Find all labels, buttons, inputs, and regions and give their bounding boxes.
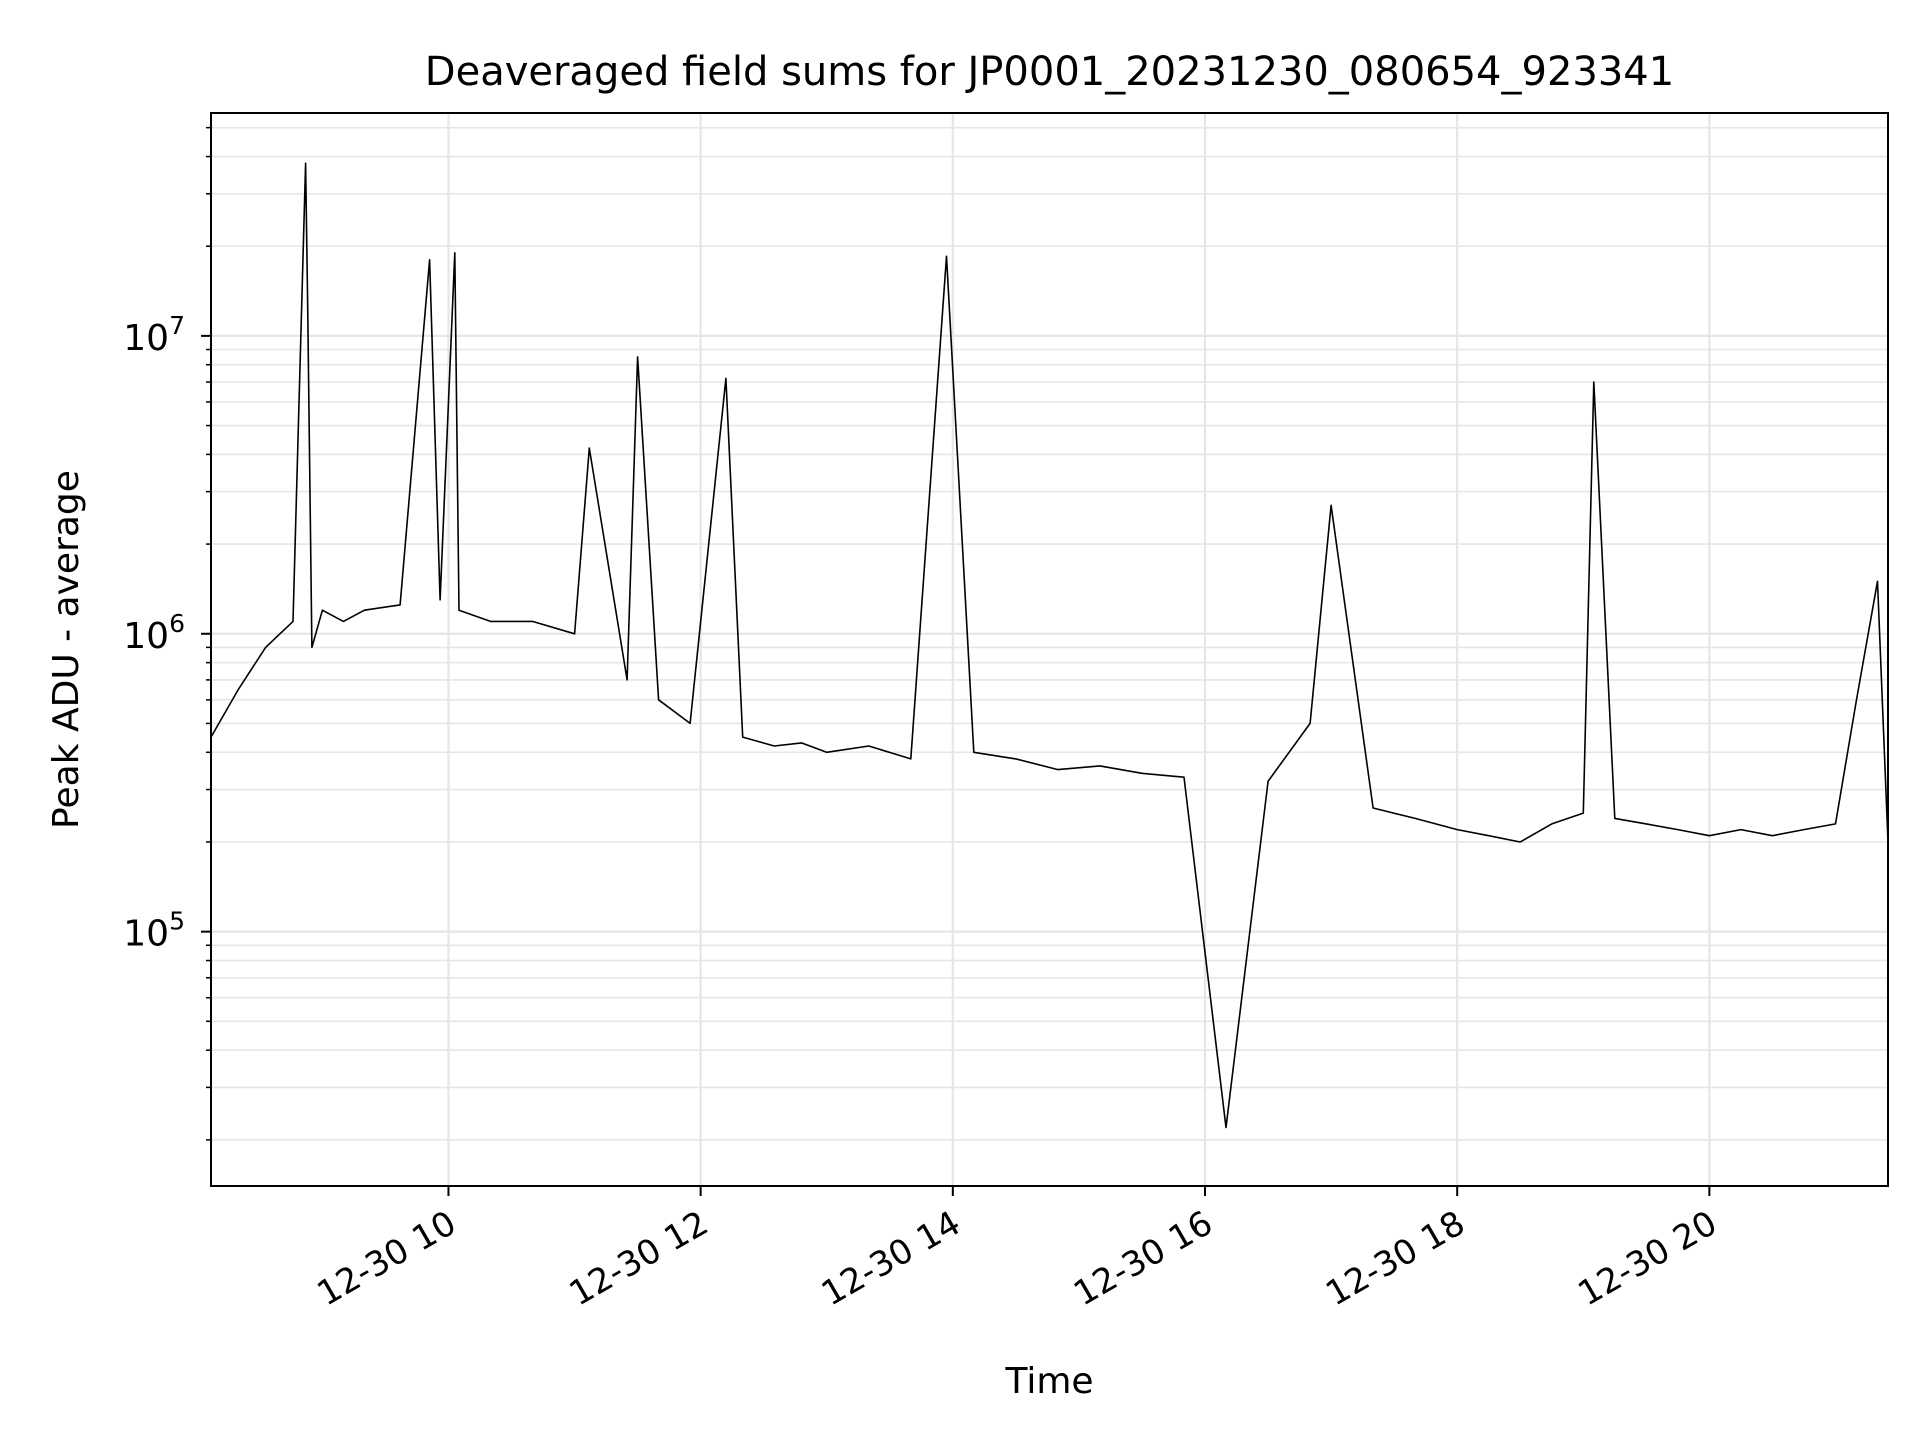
y-tick-label: 105	[123, 907, 185, 955]
data-series	[210, 162, 1889, 1129]
y-tick-label: 106	[123, 609, 185, 657]
y-tick-label: 107	[123, 311, 185, 359]
y-axis-label: Peak ADU - average	[46, 470, 87, 829]
series-line	[210, 162, 1889, 1129]
x-axis-label: Time	[1004, 1361, 1093, 1402]
plot-frame	[210, 112, 1889, 1187]
chart-title: Deaveraged field sums for JP0001_2023123…	[425, 49, 1674, 95]
